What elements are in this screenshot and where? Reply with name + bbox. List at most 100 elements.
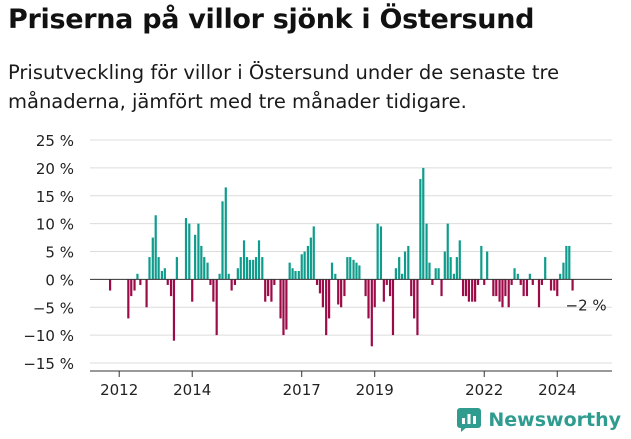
bar (209, 279, 212, 285)
y-tick-label: −10 % (23, 327, 74, 345)
bar (364, 279, 367, 297)
bar (495, 279, 498, 297)
bar (172, 279, 176, 341)
bar (312, 226, 315, 280)
bar (464, 279, 468, 297)
bar (224, 187, 227, 280)
bar (273, 279, 276, 285)
bar (528, 273, 531, 280)
bar (537, 279, 541, 308)
bar (300, 254, 303, 280)
bar (403, 251, 407, 280)
y-tick-label: 10 % (36, 216, 74, 234)
y-tick-label: 0 % (45, 271, 74, 289)
x-tick-label: 2024 (538, 381, 576, 399)
bar (458, 240, 461, 280)
bar (501, 279, 504, 308)
bar (434, 268, 437, 280)
x-axis: 2012 2014 2017 2019 2022 2024 (90, 278, 612, 399)
bar (352, 259, 355, 280)
bar (285, 279, 288, 330)
chart-bubble-icon (457, 408, 482, 432)
bar (245, 257, 249, 280)
x-tick-label: 2019 (356, 381, 394, 399)
bar (200, 245, 203, 280)
bar (449, 257, 452, 280)
bar (385, 279, 388, 285)
y-axis-tick-labels: −15 % −10 % −5 % 0 % 5 % 10 % 15 % 20 % 25 % (23, 132, 74, 373)
bar (221, 201, 224, 280)
bar (519, 279, 522, 285)
bar (303, 251, 306, 280)
bar (315, 279, 319, 285)
bar (252, 259, 255, 280)
bar (330, 262, 334, 280)
bar (419, 179, 422, 280)
bar (194, 234, 197, 280)
bar (191, 279, 194, 302)
bar (410, 279, 413, 297)
bar (203, 257, 206, 280)
bar (492, 279, 495, 297)
bar (568, 245, 571, 280)
annotations: −2 % (566, 297, 607, 315)
bar (154, 215, 157, 280)
bar (233, 279, 237, 285)
bar (148, 257, 151, 280)
bar (553, 279, 556, 291)
bar (565, 245, 568, 280)
bar (540, 279, 544, 285)
bar (297, 271, 300, 280)
bar (230, 279, 233, 291)
bar (382, 279, 385, 302)
bar (516, 273, 519, 280)
bar (416, 279, 419, 336)
bar (571, 279, 574, 291)
bar (522, 279, 525, 297)
bar (288, 262, 291, 280)
bar (254, 257, 258, 280)
bar (337, 279, 340, 305)
bar (431, 279, 434, 285)
bar (175, 257, 178, 280)
bar (559, 273, 562, 280)
bar (388, 279, 392, 297)
x-tick-label: 2017 (283, 381, 321, 399)
bars (108, 167, 574, 347)
bar (346, 257, 349, 280)
bar (498, 279, 501, 302)
bar (340, 279, 343, 308)
bar (267, 279, 270, 297)
bar (169, 279, 173, 297)
bar (355, 262, 358, 280)
bar (184, 218, 188, 280)
bar (525, 279, 529, 297)
newsworthy-logo: Newsworthy (456, 407, 621, 433)
bar (376, 223, 379, 280)
bar (306, 245, 310, 280)
bar (248, 259, 251, 280)
x-tick-label: 2022 (465, 381, 503, 399)
bar (562, 262, 565, 280)
bar (358, 265, 361, 280)
bar (370, 279, 373, 347)
bar (507, 279, 510, 308)
x-tick-label: 2012 (100, 381, 138, 399)
brand-name: Newsworthy (488, 409, 621, 431)
chart-title: Priserna på villor sjönk i Östersund (8, 4, 535, 35)
bar (504, 279, 507, 297)
bar (425, 223, 428, 280)
bar (367, 279, 370, 319)
bar (321, 279, 324, 308)
bar (325, 279, 328, 336)
bar (483, 279, 486, 285)
bar (471, 279, 474, 302)
bar (197, 223, 200, 280)
bar (151, 237, 154, 280)
bar (467, 279, 471, 302)
bar (428, 262, 431, 280)
bar (318, 279, 322, 294)
bar (282, 279, 285, 336)
bar (391, 279, 395, 336)
bar (398, 257, 401, 280)
